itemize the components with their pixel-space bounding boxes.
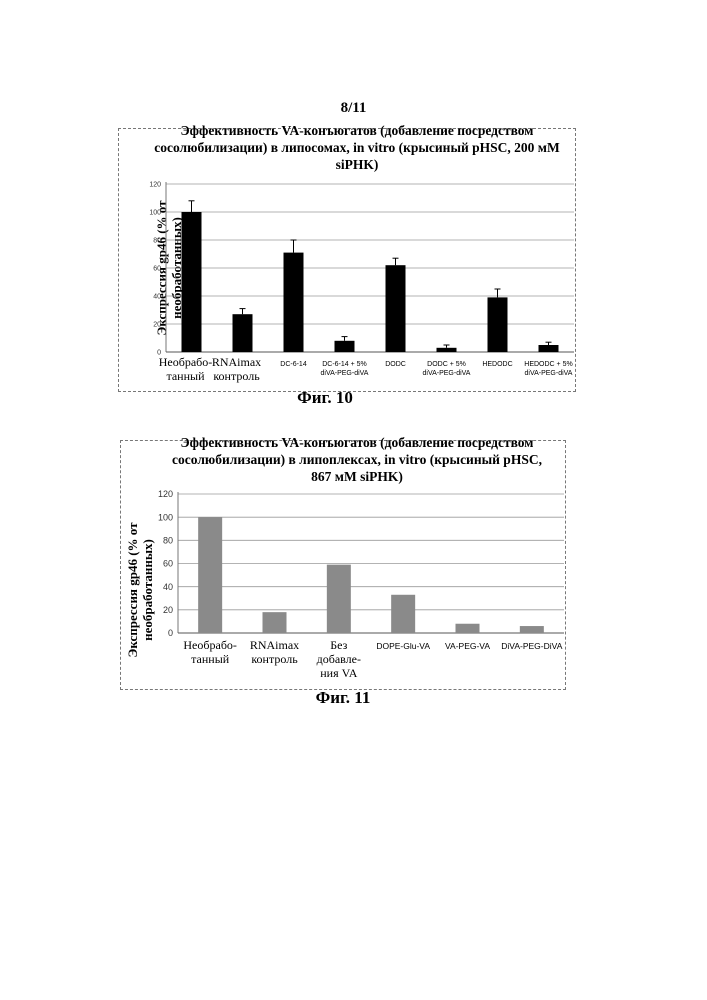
chart-2-category-label: контроль bbox=[251, 652, 298, 666]
chart-2-bar bbox=[456, 624, 480, 633]
chart-2-category-label: DOPE-Glu-VA bbox=[376, 641, 430, 651]
page-number: 8/11 bbox=[0, 100, 707, 117]
chart-1-category-label: DODC bbox=[385, 361, 406, 368]
chart-2-bar bbox=[520, 626, 544, 633]
chart-1-category-label: танный bbox=[166, 369, 205, 383]
chart-1-category-label: diVA-PEG-diVA bbox=[525, 370, 573, 377]
chart-2-category-label: танный bbox=[191, 652, 230, 666]
chart-1-category-label: Необрабо- bbox=[159, 355, 213, 369]
chart-2-ytick: 20 bbox=[163, 605, 173, 615]
chart-1-bar bbox=[488, 297, 508, 352]
chart-1-bar bbox=[182, 212, 202, 352]
chart-1-category-label: HEDODC bbox=[482, 361, 512, 368]
chart-1-category-label: DC-6-14 + 5% bbox=[322, 361, 367, 368]
chart-2-category-label: Необрабо- bbox=[183, 638, 237, 652]
chart-1-category-label: контроль bbox=[213, 369, 260, 383]
chart-1-category-label: DODC + 5% bbox=[427, 361, 466, 368]
chart-1-category-label: HEDODC + 5% bbox=[524, 361, 572, 368]
chart-1-ytick: 100 bbox=[149, 209, 161, 216]
chart-2-category-label: VA-PEG-VA bbox=[445, 641, 490, 651]
chart-2-ytick: 80 bbox=[163, 535, 173, 545]
chart-1-bar bbox=[386, 265, 406, 352]
chart-2-category-label: Без bbox=[330, 638, 347, 652]
figure-10-caption: Фиг. 10 bbox=[250, 388, 400, 408]
chart-1-ytick: 80 bbox=[153, 237, 161, 244]
chart-1: 020406080100120Необрабо-танныйRNAimaxкон… bbox=[116, 176, 586, 396]
chart-2-bar bbox=[198, 517, 222, 633]
chart-2: 0 20 40 60 80 100 120 Необрабо-танный RNAimaxкон… bbox=[110, 486, 590, 706]
chart-2-category-label: ния VA bbox=[320, 666, 357, 680]
chart-1-bar bbox=[437, 348, 457, 352]
chart-2-ytick: 0 bbox=[168, 628, 173, 638]
chart-1-bar bbox=[539, 345, 559, 352]
chart-2-category-label: RNAimax bbox=[250, 638, 299, 652]
chart-1-ytick: 120 bbox=[149, 181, 161, 188]
chart-2-category-label: добавле- bbox=[317, 652, 361, 666]
chart-1-category-label: diVA-PEG-diVA bbox=[423, 370, 471, 377]
chart-2-bar bbox=[263, 612, 287, 633]
chart-2-ytick: 100 bbox=[158, 512, 173, 522]
chart-1-category-label: DC-6-14 bbox=[280, 361, 307, 368]
chart-2-ytick: 60 bbox=[163, 559, 173, 569]
chart-1-title: Эффективность VA-конъюгатов (добавление … bbox=[118, 122, 596, 173]
chart-1-bar bbox=[335, 341, 355, 352]
chart-1-ytick: 60 bbox=[153, 265, 161, 272]
figure-11-caption: Фиг. 11 bbox=[268, 688, 418, 708]
chart-2-ytick: 40 bbox=[163, 582, 173, 592]
chart-2-bar bbox=[327, 565, 351, 633]
chart-2-bar bbox=[391, 595, 415, 633]
chart-1-category-label: diVA-PEG-diVA bbox=[321, 370, 369, 377]
chart-2-title: Эффективность VA-конъюгатов (добавление … bbox=[116, 434, 598, 485]
chart-1-bar bbox=[284, 253, 304, 352]
chart-1-category-label: RNAimax bbox=[212, 355, 261, 369]
chart-1-bar bbox=[233, 314, 253, 352]
chart-1-ytick: 40 bbox=[153, 293, 161, 300]
chart-1-ytick: 20 bbox=[153, 321, 161, 328]
chart-2-ytick: 120 bbox=[158, 489, 173, 499]
chart-2-category-label: DiVA-PEG-DiVA bbox=[501, 641, 562, 651]
